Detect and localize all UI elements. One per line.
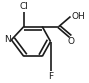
Text: F: F — [48, 72, 53, 81]
Text: O: O — [67, 37, 74, 46]
Text: Cl: Cl — [19, 2, 28, 11]
Text: N: N — [4, 35, 11, 44]
Text: OH: OH — [71, 12, 85, 21]
